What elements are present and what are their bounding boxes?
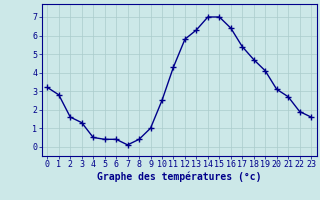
X-axis label: Graphe des températures (°c): Graphe des températures (°c)	[97, 172, 261, 182]
